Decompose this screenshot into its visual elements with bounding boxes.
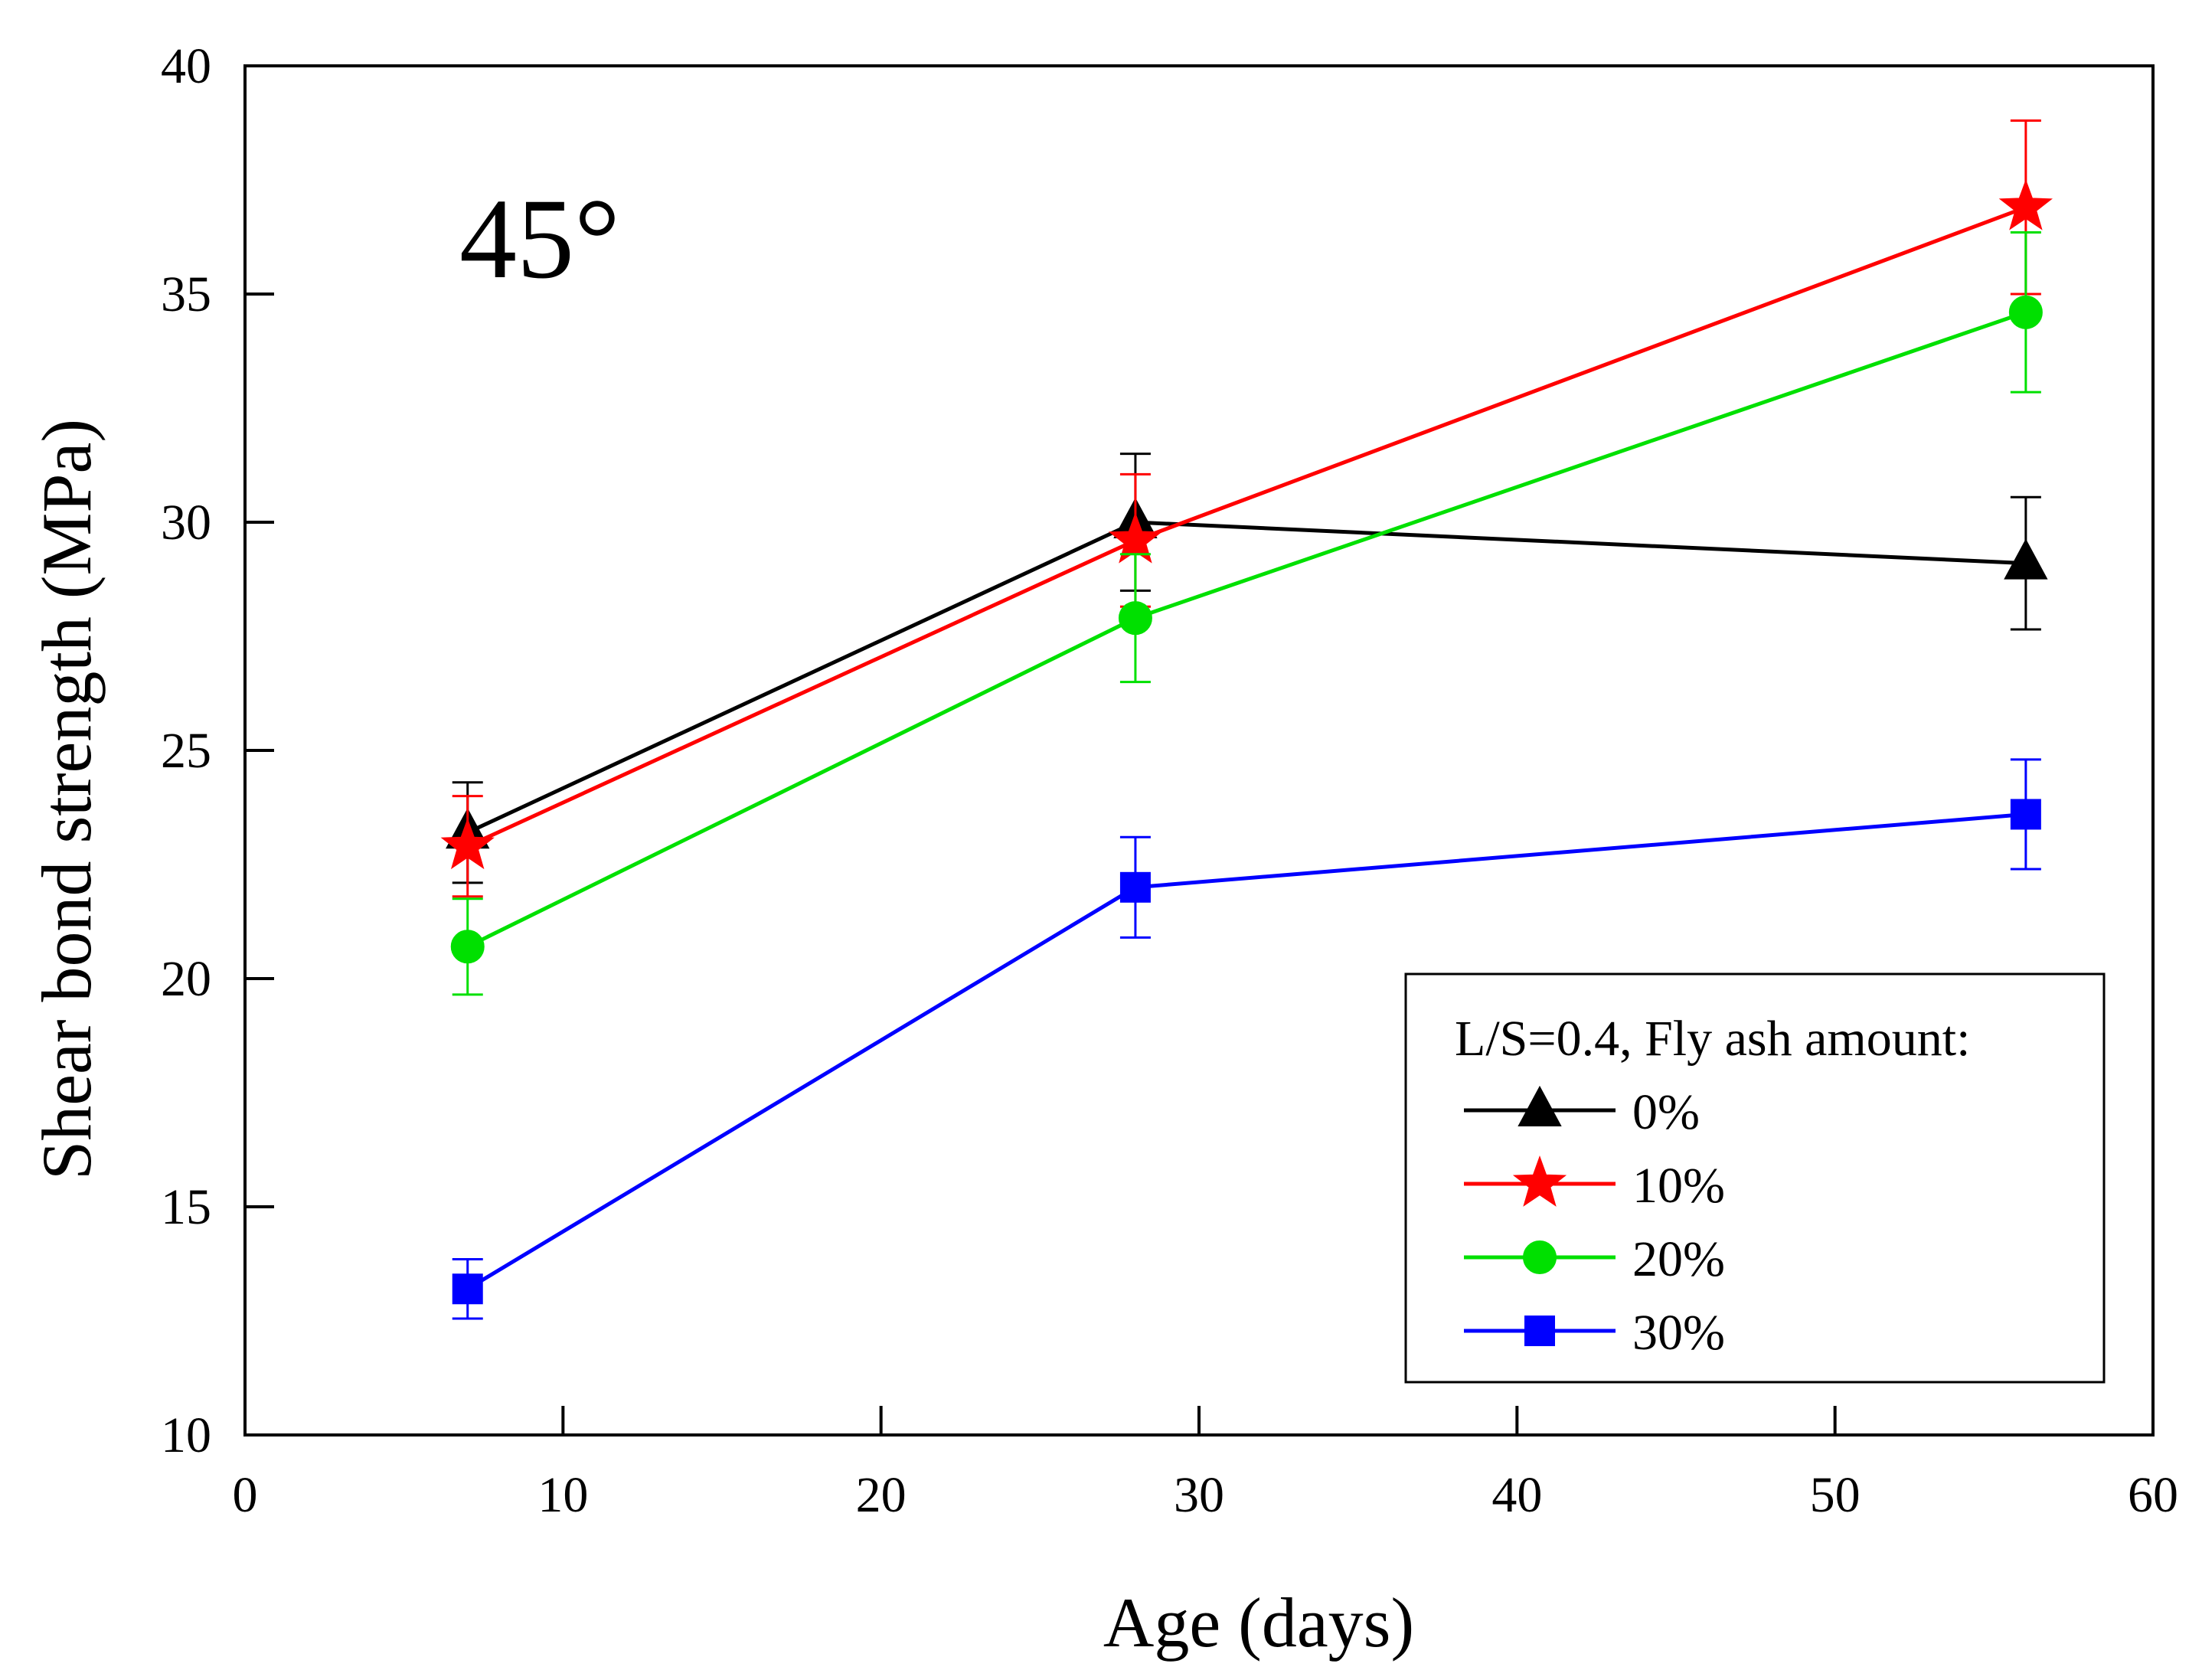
series-30pct: [452, 758, 2041, 1320]
series-20pct: [450, 231, 2043, 996]
legend-item: 30%: [1464, 1305, 1725, 1361]
series-10pct: [440, 119, 2053, 898]
data-point: [452, 1273, 483, 1305]
legend-title: L/S=0.4, Fly ash amount:: [1455, 1011, 1970, 1067]
x-tick-label: 10: [537, 1467, 588, 1523]
data-point: [2004, 538, 2048, 580]
legend-label: 0%: [1632, 1084, 1700, 1140]
legend-item: 10%: [1464, 1155, 1725, 1214]
data-point: [2008, 295, 2043, 329]
data-point: [2010, 799, 2041, 830]
data-point: [440, 818, 495, 870]
legend-entries: 0% 10% 20% 30%: [1464, 1084, 1725, 1361]
y-tick-label: 35: [161, 266, 211, 322]
y-tick-label: 30: [161, 495, 211, 551]
data-point: [1108, 512, 1163, 564]
x-tick-label: 30: [1174, 1467, 1224, 1523]
axis-tick-labels: 0 10 20 30 40 50 60 10 15 20 25 30 35 40: [161, 38, 2178, 1523]
legend-item: 20%: [1464, 1231, 1725, 1287]
y-tick-label: 20: [161, 951, 211, 1007]
x-tick-label: 40: [1491, 1467, 1542, 1523]
legend-label: 10%: [1632, 1158, 1725, 1214]
axis-ticks: [243, 64, 2155, 1436]
data-point: [1998, 178, 2053, 230]
y-axis-label: Shear bond strength (MPa): [28, 419, 106, 1180]
x-axis-label: Age (days): [1103, 1584, 1414, 1662]
x-tick-label: 0: [233, 1467, 258, 1523]
legend-marker: [1518, 1085, 1562, 1126]
y-tick-label: 40: [161, 38, 211, 94]
legend-label: 20%: [1632, 1231, 1725, 1287]
x-tick-label: 20: [856, 1467, 907, 1523]
annotation-45deg: 45°: [459, 175, 620, 302]
y-tick-label: 10: [161, 1407, 211, 1463]
legend-label: 30%: [1632, 1305, 1725, 1361]
data-point: [450, 930, 485, 964]
series-line: [466, 310, 2027, 949]
data-point: [1119, 871, 1151, 903]
series-0pct: [446, 453, 2048, 884]
series-group: [440, 119, 2053, 1320]
y-tick-label: 15: [161, 1179, 211, 1235]
legend-marker: [1524, 1316, 1555, 1346]
x-tick-label: 50: [1810, 1467, 1861, 1523]
legend: L/S=0.4, Fly ash amount: 0% 10% 20% 30%: [1404, 972, 2106, 1384]
legend-item: 0%: [1464, 1084, 1700, 1140]
x-tick-label: 60: [2128, 1467, 2178, 1523]
series-line: [466, 520, 2027, 835]
y-tick-label: 25: [161, 723, 211, 779]
legend-marker: [1523, 1240, 1557, 1274]
data-point: [1118, 601, 1152, 636]
legend-marker: [1512, 1155, 1567, 1207]
